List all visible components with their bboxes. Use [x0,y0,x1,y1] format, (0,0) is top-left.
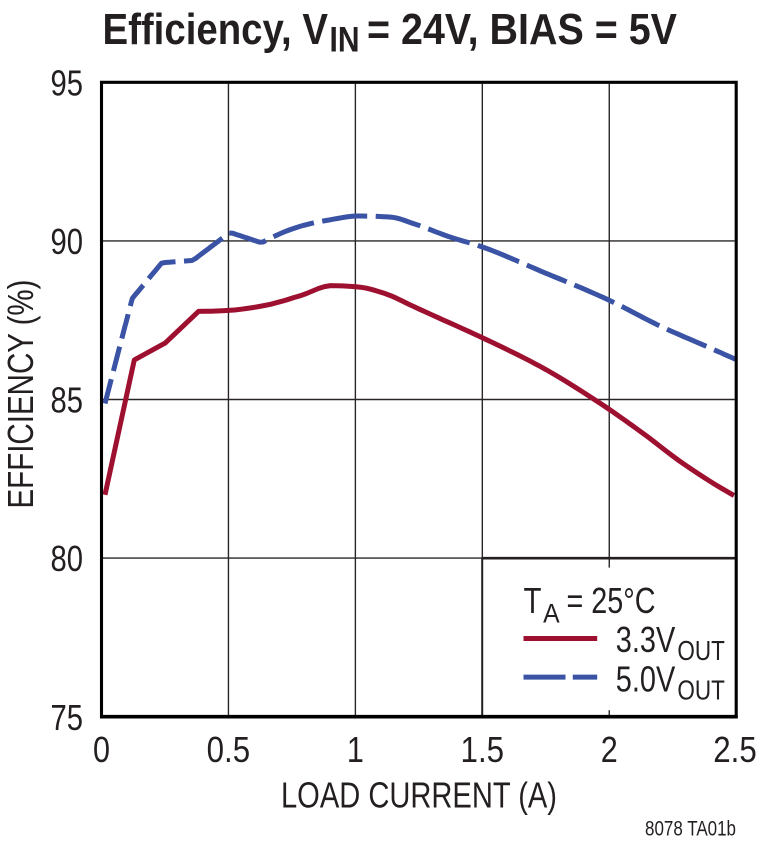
svg-text:3.3V: 3.3V [616,619,676,660]
svg-text:OUT: OUT [677,675,725,706]
svg-text:2: 2 [601,729,618,770]
svg-text:0: 0 [93,729,110,770]
svg-text:OUT: OUT [677,635,725,666]
svg-text:0.5: 0.5 [207,729,251,770]
svg-text:IN: IN [330,21,360,60]
svg-text:= 25°C: = 25°C [567,580,656,621]
svg-text:80: 80 [51,538,84,579]
svg-text:90: 90 [51,221,84,262]
svg-text:= 24V, BIAS = 5V: = 24V, BIAS = 5V [367,5,678,54]
svg-text:5.0V: 5.0V [616,659,676,700]
svg-text:8078 TA01b: 8078 TA01b [645,817,736,840]
svg-text:85: 85 [51,380,84,421]
svg-text:2.5: 2.5 [713,729,757,770]
svg-text:75: 75 [51,697,84,738]
svg-text:EFFICIENCY (%): EFFICIENCY (%) [0,280,41,509]
svg-text:A: A [543,598,560,628]
svg-text:LOAD CURRENT (A): LOAD CURRENT (A) [281,775,557,816]
svg-text:1.5: 1.5 [461,729,505,770]
svg-text:1: 1 [347,729,364,770]
svg-text:95: 95 [51,62,84,103]
svg-text:Efficiency, V: Efficiency, V [103,5,329,54]
svg-text:T: T [524,580,542,621]
